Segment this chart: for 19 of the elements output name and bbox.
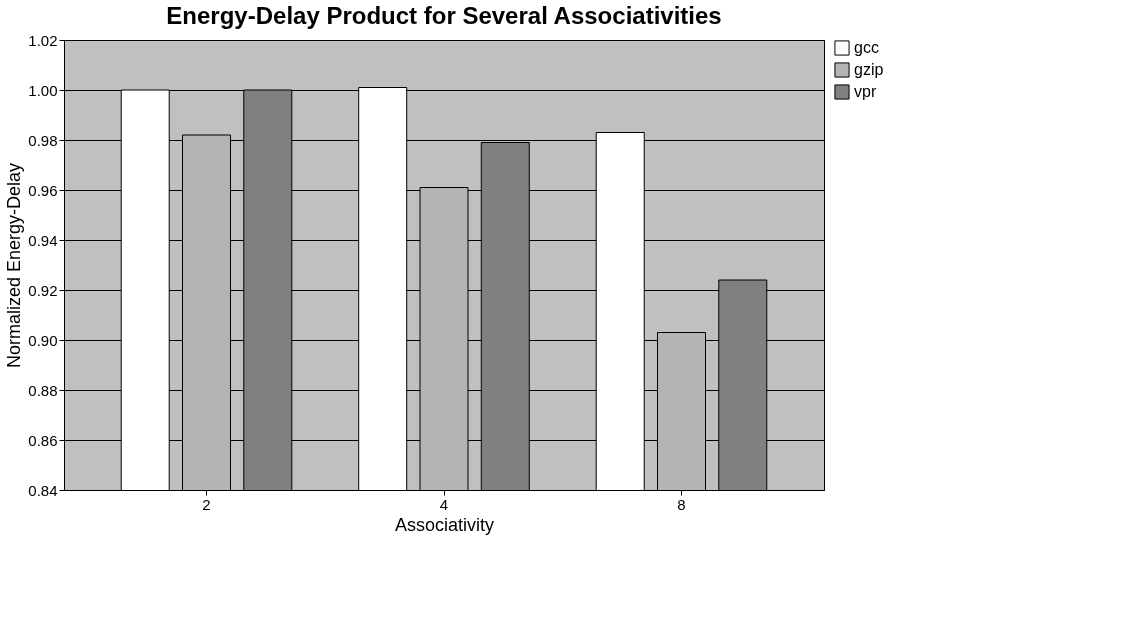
y-tick-label: 0.84 [28,481,58,499]
y-tick-label: 0.88 [28,381,58,399]
y-tick-label: 0.90 [28,331,58,349]
y-axis-title: Normalized Energy-Delay [4,162,25,369]
legend-label: gzip [854,61,884,78]
x-tick-label: 4 [439,495,449,513]
y-tick-label: 0.94 [28,231,58,249]
legend-label: vpr [854,83,877,100]
x-tick-label: 2 [202,495,211,513]
y-tick-label: 1.00 [28,81,58,99]
chart-title: Energy-Delay Product for Several Associativities [166,2,722,29]
y-tick-label: 0.92 [28,281,58,299]
x-axis-title: Associativity [394,514,495,535]
legend-label: gcc [854,39,879,56]
x-tick-label: 8 [677,495,686,513]
y-tick-label: 0.96 [28,181,58,199]
y-tick-label: 0.98 [28,131,58,149]
y-tick-label: 0.86 [28,431,58,449]
y-tick-label: 1.02 [28,31,58,49]
